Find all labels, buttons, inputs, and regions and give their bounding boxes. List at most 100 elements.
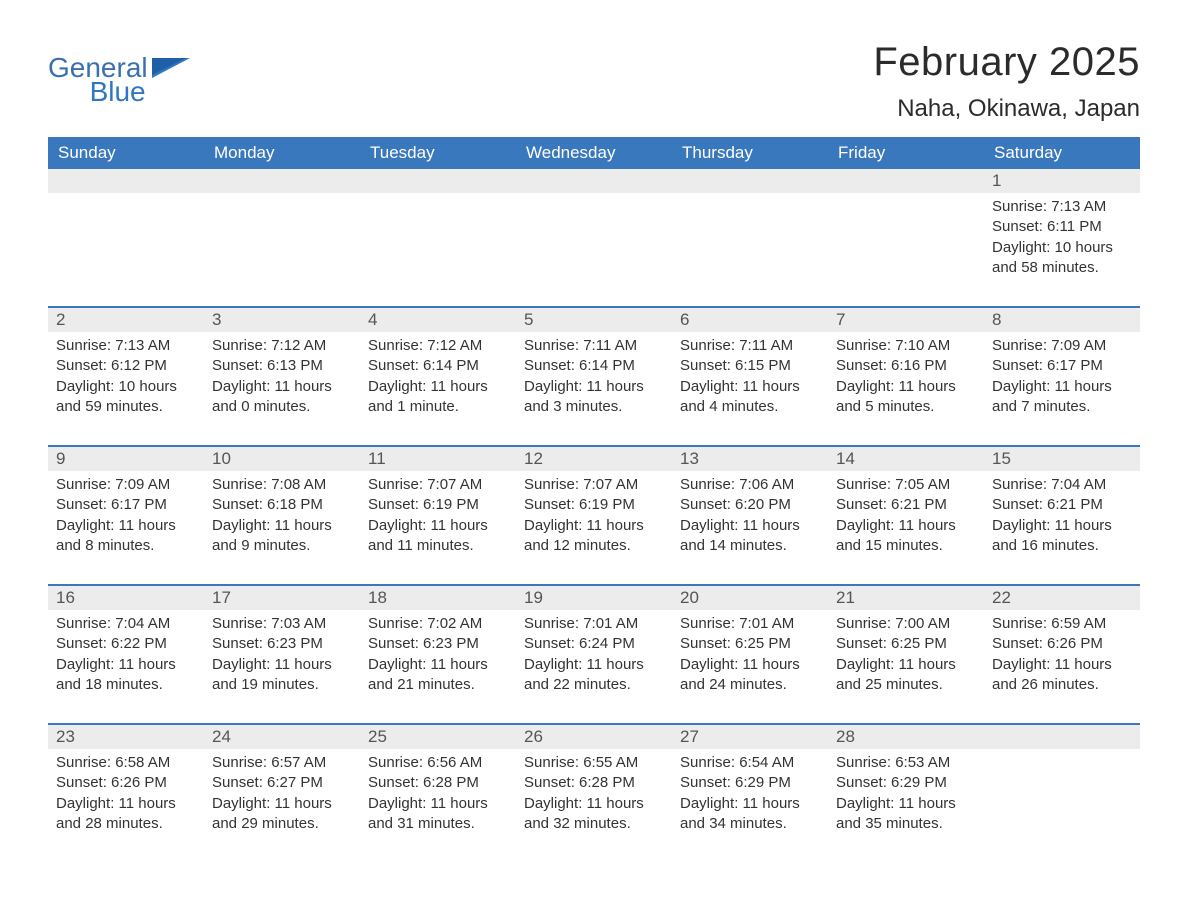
day-sunset: Sunset: 6:25 PM [680, 634, 820, 654]
day-number: 19 [516, 586, 672, 610]
day-sunset: Sunset: 6:20 PM [680, 495, 820, 515]
day-cell: Sunrise: 7:08 AMSunset: 6:18 PMDaylight:… [204, 471, 360, 566]
day-daylight2: and 35 minutes. [836, 814, 976, 834]
day-sunrise: Sunrise: 7:13 AM [56, 336, 196, 356]
weekday-cell: Friday [828, 137, 984, 169]
week-row: 2345678Sunrise: 7:13 AMSunset: 6:12 PMDa… [48, 306, 1140, 427]
day-daylight1: Daylight: 11 hours [56, 794, 196, 814]
week-row: 232425262728 Sunrise: 6:58 AMSunset: 6:2… [48, 723, 1140, 844]
day-cell: Sunrise: 7:03 AMSunset: 6:23 PMDaylight:… [204, 610, 360, 705]
day-sunrise: Sunrise: 7:09 AM [56, 475, 196, 495]
day-sunrise: Sunrise: 7:04 AM [56, 614, 196, 634]
flag-icon [152, 58, 190, 82]
daynum-row: 16171819202122 [48, 586, 1140, 610]
day-daylight2: and 9 minutes. [212, 536, 352, 556]
location-label: Naha, Okinawa, Japan [873, 95, 1140, 123]
day-daylight1: Daylight: 11 hours [680, 655, 820, 675]
day-sunrise: Sunrise: 7:12 AM [212, 336, 352, 356]
day-daylight2: and 16 minutes. [992, 536, 1132, 556]
day-number [984, 725, 1140, 749]
day-number: 6 [672, 308, 828, 332]
day-sunrise: Sunrise: 7:02 AM [368, 614, 508, 634]
day-daylight1: Daylight: 11 hours [992, 516, 1132, 536]
day-number [672, 169, 828, 193]
day-sunrise: Sunrise: 7:10 AM [836, 336, 976, 356]
daynum-row: 9101112131415 [48, 447, 1140, 471]
day-daylight2: and 21 minutes. [368, 675, 508, 695]
day-cell: Sunrise: 7:06 AMSunset: 6:20 PMDaylight:… [672, 471, 828, 566]
day-cell: Sunrise: 7:05 AMSunset: 6:21 PMDaylight:… [828, 471, 984, 566]
day-daylight2: and 59 minutes. [56, 397, 196, 417]
day-daylight1: Daylight: 11 hours [56, 516, 196, 536]
day-number: 11 [360, 447, 516, 471]
day-daylight1: Daylight: 11 hours [836, 516, 976, 536]
weekday-cell: Thursday [672, 137, 828, 169]
day-cell: Sunrise: 7:12 AMSunset: 6:13 PMDaylight:… [204, 332, 360, 427]
day-number: 23 [48, 725, 204, 749]
day-number: 12 [516, 447, 672, 471]
day-cell [828, 193, 984, 288]
day-daylight2: and 12 minutes. [524, 536, 664, 556]
day-daylight2: and 4 minutes. [680, 397, 820, 417]
day-daylight1: Daylight: 11 hours [524, 655, 664, 675]
day-daylight1: Daylight: 11 hours [368, 516, 508, 536]
day-sunrise: Sunrise: 7:06 AM [680, 475, 820, 495]
day-sunrise: Sunrise: 6:53 AM [836, 753, 976, 773]
daynum-row: 2345678 [48, 308, 1140, 332]
day-daylight1: Daylight: 11 hours [368, 377, 508, 397]
day-cell: Sunrise: 6:55 AMSunset: 6:28 PMDaylight:… [516, 749, 672, 844]
day-daylight2: and 1 minute. [368, 397, 508, 417]
day-cell: Sunrise: 7:13 AMSunset: 6:12 PMDaylight:… [48, 332, 204, 427]
day-sunrise: Sunrise: 6:58 AM [56, 753, 196, 773]
day-cell [672, 193, 828, 288]
day-daylight2: and 58 minutes. [992, 258, 1132, 278]
month-title: February 2025 [873, 40, 1140, 85]
day-sunrise: Sunrise: 7:07 AM [524, 475, 664, 495]
day-sunset: Sunset: 6:21 PM [992, 495, 1132, 515]
day-sunset: Sunset: 6:13 PM [212, 356, 352, 376]
day-number: 25 [360, 725, 516, 749]
day-sunrise: Sunrise: 7:13 AM [992, 197, 1132, 217]
day-daylight2: and 19 minutes. [212, 675, 352, 695]
day-sunrise: Sunrise: 7:11 AM [680, 336, 820, 356]
day-daylight2: and 34 minutes. [680, 814, 820, 834]
day-daylight2: and 15 minutes. [836, 536, 976, 556]
day-number: 18 [360, 586, 516, 610]
day-sunrise: Sunrise: 7:11 AM [524, 336, 664, 356]
day-sunrise: Sunrise: 6:57 AM [212, 753, 352, 773]
day-daylight2: and 25 minutes. [836, 675, 976, 695]
day-sunrise: Sunrise: 7:01 AM [524, 614, 664, 634]
day-cell: Sunrise: 7:01 AMSunset: 6:25 PMDaylight:… [672, 610, 828, 705]
day-number: 28 [828, 725, 984, 749]
day-number: 21 [828, 586, 984, 610]
day-daylight2: and 3 minutes. [524, 397, 664, 417]
day-sunset: Sunset: 6:16 PM [836, 356, 976, 376]
day-daylight1: Daylight: 11 hours [212, 655, 352, 675]
day-sunrise: Sunrise: 7:05 AM [836, 475, 976, 495]
day-sunset: Sunset: 6:15 PM [680, 356, 820, 376]
day-sunset: Sunset: 6:23 PM [368, 634, 508, 654]
day-daylight2: and 8 minutes. [56, 536, 196, 556]
day-sunrise: Sunrise: 6:54 AM [680, 753, 820, 773]
day-number: 15 [984, 447, 1140, 471]
day-daylight1: Daylight: 11 hours [212, 516, 352, 536]
day-sunrise: Sunrise: 6:59 AM [992, 614, 1132, 634]
day-daylight2: and 24 minutes. [680, 675, 820, 695]
calendar: SundayMondayTuesdayWednesdayThursdayFrid… [48, 137, 1140, 844]
weekday-cell: Wednesday [516, 137, 672, 169]
day-sunrise: Sunrise: 7:07 AM [368, 475, 508, 495]
day-daylight1: Daylight: 10 hours [56, 377, 196, 397]
day-sunrise: Sunrise: 7:12 AM [368, 336, 508, 356]
day-daylight1: Daylight: 11 hours [524, 377, 664, 397]
day-number [360, 169, 516, 193]
week-row: 16171819202122 Sunrise: 7:04 AM Sunset: 6:… [48, 584, 1140, 705]
day-number [204, 169, 360, 193]
day-number: 22 [984, 586, 1140, 610]
day-daylight1: Daylight: 11 hours [524, 516, 664, 536]
day-sunset: Sunset: 6:26 PM [992, 634, 1132, 654]
day-daylight2: and 11 minutes. [368, 536, 508, 556]
day-sunset: Sunset: 6:26 PM [56, 773, 196, 793]
day-sunrise: Sunrise: 7:08 AM [212, 475, 352, 495]
day-daylight2: and 7 minutes. [992, 397, 1132, 417]
day-cell: Sunrise: 7:09 AMSunset: 6:17 PMDaylight:… [984, 332, 1140, 427]
